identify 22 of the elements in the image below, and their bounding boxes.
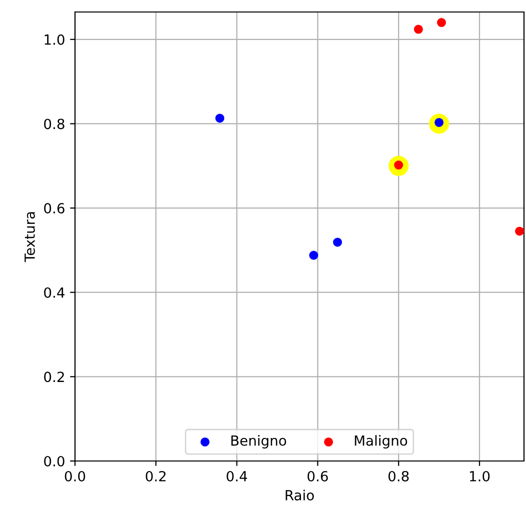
point [414, 24, 423, 34]
y-axis-title: Textura [24, 212, 35, 262]
x-axis-title: Raio [286, 490, 314, 500]
point [333, 238, 342, 247]
x-tick-label: 0.0 [64, 470, 86, 482]
x-tick-label: 0.6 [308, 470, 328, 482]
x-tick-label: 0.8 [388, 470, 409, 482]
legend-label: Maligno [354, 435, 408, 448]
y-tick-label: 1.0 [44, 34, 64, 45]
y-tick-label: 0.4 [44, 287, 64, 298]
point [309, 250, 318, 260]
x-tick-label: 1.0 [470, 470, 490, 482]
point [436, 18, 446, 28]
x-tick-label: 0.4 [226, 470, 248, 482]
x-tick-label: 0.2 [146, 470, 166, 482]
y-tick-label: 0.8 [44, 118, 64, 130]
y-tick-label: 0.2 [44, 372, 64, 382]
y-tick-label: 0.6 [44, 203, 64, 214]
point [515, 226, 524, 236]
y-tick-label: 0.0 [44, 456, 64, 466]
legend-label: Benigno [231, 435, 286, 448]
point [215, 114, 224, 123]
